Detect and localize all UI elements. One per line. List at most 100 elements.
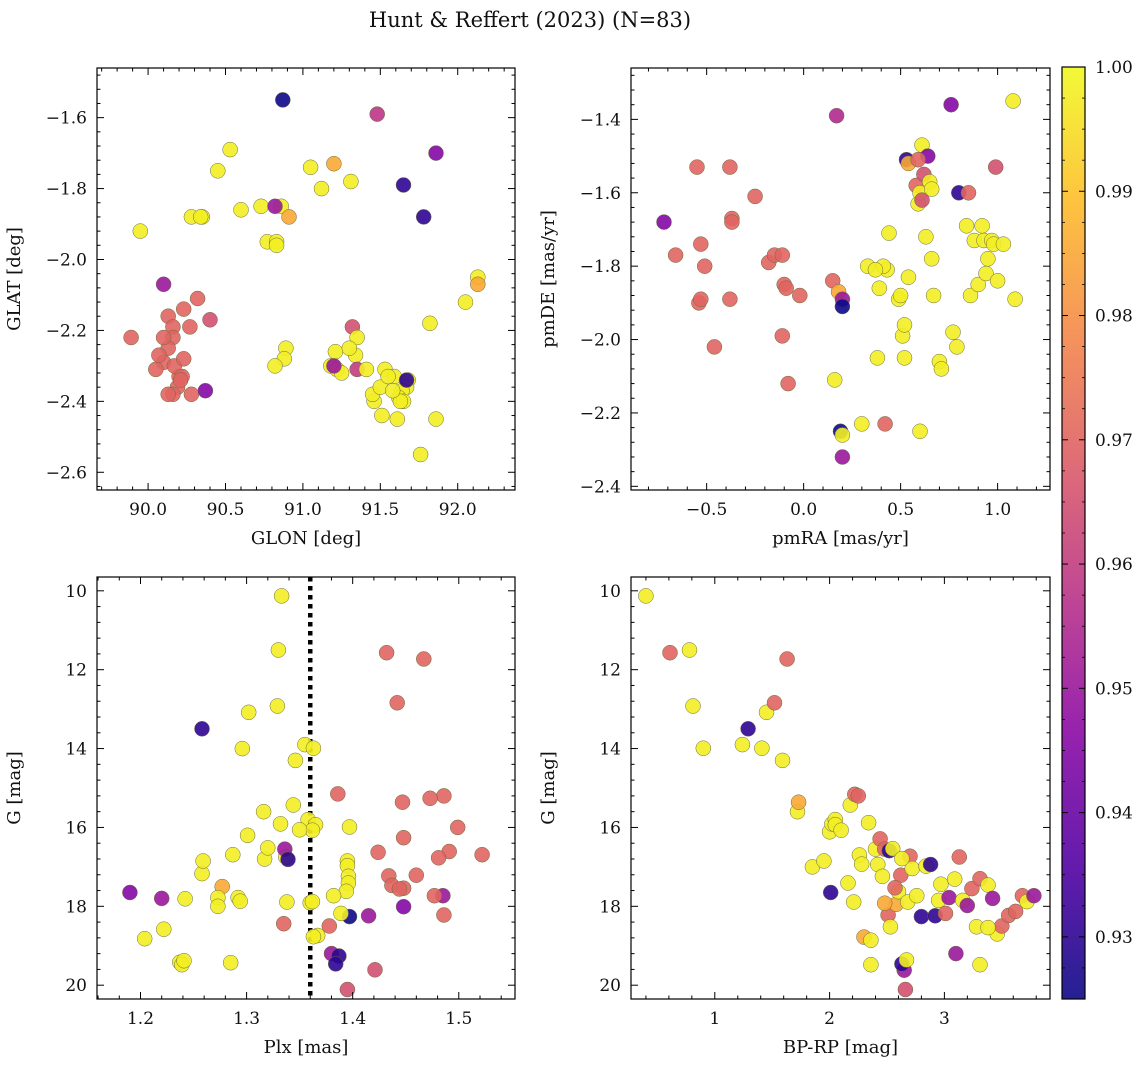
- data-point: [151, 347, 167, 363]
- y-tick-label: 14: [65, 740, 87, 760]
- data-point: [884, 840, 901, 857]
- data-point: [183, 386, 200, 403]
- data-point: [285, 797, 302, 813]
- y-tick-label: 10: [599, 582, 621, 602]
- data-point: [234, 740, 251, 757]
- data-point: [779, 651, 795, 667]
- data-point: [268, 237, 285, 254]
- data-point: [892, 287, 909, 304]
- colorbar-tick-label: 0.95: [1095, 679, 1133, 699]
- data-point: [834, 427, 851, 443]
- y-tick-label: 16: [599, 818, 621, 838]
- y-tick-label: −2.2: [580, 404, 621, 424]
- data-point: [210, 163, 226, 179]
- data-point: [980, 919, 996, 936]
- data-point: [987, 159, 1004, 175]
- data-point: [195, 853, 211, 869]
- data-point: [426, 887, 443, 904]
- data-point: [132, 223, 149, 239]
- data-point: [792, 287, 808, 304]
- data-point: [900, 269, 917, 285]
- data-point: [834, 449, 851, 465]
- x-tick-label: 3: [939, 1009, 950, 1029]
- data-point: [876, 895, 893, 911]
- data-point: [882, 919, 899, 935]
- y-tick-label: −2.4: [46, 392, 87, 412]
- data-point: [850, 788, 867, 804]
- data-point: [913, 908, 930, 925]
- data-point: [918, 229, 934, 245]
- y-tick-label: 20: [599, 976, 621, 996]
- x-tick-label: 90.0: [129, 500, 167, 520]
- y-tick-label: −2.0: [46, 250, 87, 270]
- data-point: [845, 894, 862, 910]
- y-tick-label: −2.0: [580, 331, 621, 351]
- colorbar-tick-label: 1.00: [1095, 58, 1133, 78]
- y-axis-label: G [mag]: [4, 751, 25, 824]
- data-point: [995, 236, 1012, 252]
- data-point: [778, 280, 794, 296]
- data-point: [428, 411, 444, 427]
- data-point: [210, 898, 226, 915]
- data-point: [153, 890, 170, 907]
- y-tick-label: 12: [65, 661, 87, 681]
- data-point: [380, 368, 396, 385]
- data-point: [330, 786, 346, 802]
- data-point: [766, 695, 783, 711]
- data-point: [325, 887, 342, 904]
- data-point: [933, 361, 950, 377]
- x-tick-label: 0.5: [887, 500, 914, 520]
- data-point: [922, 856, 939, 873]
- y-tick-label: 10: [65, 582, 87, 602]
- data-point: [327, 343, 344, 360]
- data-point: [239, 827, 256, 844]
- data-point: [449, 819, 466, 836]
- data-point: [685, 698, 701, 714]
- data-point: [384, 382, 401, 399]
- x-tick-label: 91.5: [361, 500, 399, 520]
- data-point: [774, 752, 791, 769]
- data-point: [860, 814, 877, 831]
- data-point: [360, 908, 377, 924]
- y-axis-label: G [mag]: [538, 751, 559, 824]
- data-point: [175, 301, 192, 317]
- data-point: [326, 155, 342, 172]
- data-point: [740, 721, 756, 737]
- data-point: [897, 981, 914, 998]
- data-point: [272, 816, 289, 832]
- data-point: [202, 312, 218, 328]
- data-point: [946, 871, 963, 887]
- data-point: [1005, 93, 1021, 109]
- data-point: [279, 894, 295, 910]
- data-point: [182, 319, 198, 335]
- data-point: [422, 790, 438, 807]
- data-point: [980, 877, 996, 893]
- data-point: [881, 225, 897, 241]
- data-point: [313, 180, 330, 197]
- x-axis-label: GLON [deg]: [251, 528, 361, 549]
- data-point: [273, 588, 290, 604]
- y-tick-label: 18: [65, 897, 87, 917]
- y-axis-label: GLAT [deg]: [4, 227, 25, 331]
- axes-frame: [96, 67, 516, 491]
- y-tick-label: 20: [65, 976, 87, 996]
- data-point: [871, 280, 888, 296]
- y-tick-label: −1.6: [580, 184, 621, 204]
- data-point: [914, 192, 930, 208]
- data-point: [369, 106, 385, 122]
- y-tick-label: 12: [599, 661, 621, 681]
- data-point: [172, 372, 189, 388]
- data-point: [267, 198, 283, 215]
- panel-plx-g: 1.2 1.3 1.4 1.5 10 12 14 16 18 20 Plx [mas] G [mag]: [4, 576, 516, 1058]
- data-point: [833, 822, 849, 838]
- data-point: [970, 276, 986, 293]
- data-point: [933, 876, 949, 892]
- data-point: [253, 198, 269, 215]
- colorbar-tick-label: 0.93: [1095, 928, 1133, 948]
- data-point: [863, 956, 879, 973]
- data-point: [790, 794, 807, 810]
- data-point: [436, 907, 452, 923]
- data-point: [177, 891, 193, 907]
- x-tick-label: 92.0: [439, 500, 477, 520]
